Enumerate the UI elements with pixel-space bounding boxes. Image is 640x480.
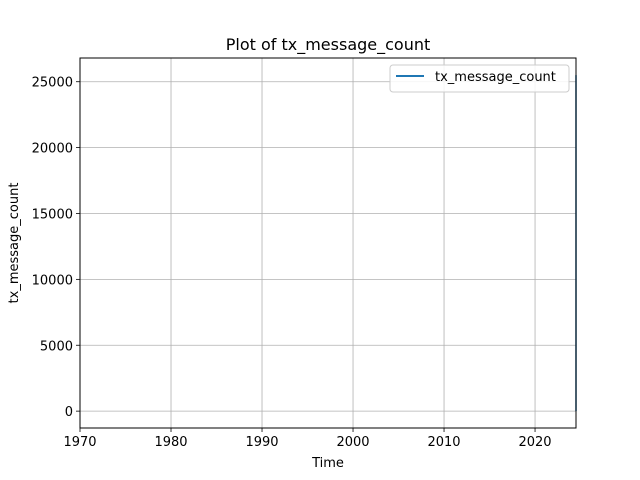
x-tick-label: 2000 <box>336 435 369 450</box>
y-tick-label: 25000 <box>32 76 73 91</box>
x-tick-label: 1980 <box>154 435 187 450</box>
y-tick-label: 0 <box>65 405 73 420</box>
legend-box <box>389 64 570 93</box>
y-axis-title: tx_message_count <box>7 183 22 304</box>
x-tick-label: 2020 <box>518 435 551 450</box>
y-tick-label: 15000 <box>32 207 73 222</box>
x-axis-title: Time <box>311 456 344 471</box>
y-tick-label: 5000 <box>40 339 73 354</box>
x-tick-label: 2010 <box>427 435 460 450</box>
x-tick-label: 1990 <box>245 435 278 450</box>
legend: tx_message_count <box>389 64 570 93</box>
y-axis: 0 5000 10000 15000 20000 25000 <box>32 76 80 420</box>
legend-label: tx_message_count <box>435 70 556 85</box>
x-tick-label: 1970 <box>63 435 96 450</box>
plot-frame <box>79 57 577 429</box>
chart-title: Plot of tx_message_count <box>226 35 431 55</box>
grid <box>79 58 576 428</box>
x-axis: 1970 1980 1990 2000 2010 2020 <box>63 428 552 450</box>
y-tick-label: 20000 <box>32 142 73 157</box>
y-tick-label: 10000 <box>32 273 73 288</box>
